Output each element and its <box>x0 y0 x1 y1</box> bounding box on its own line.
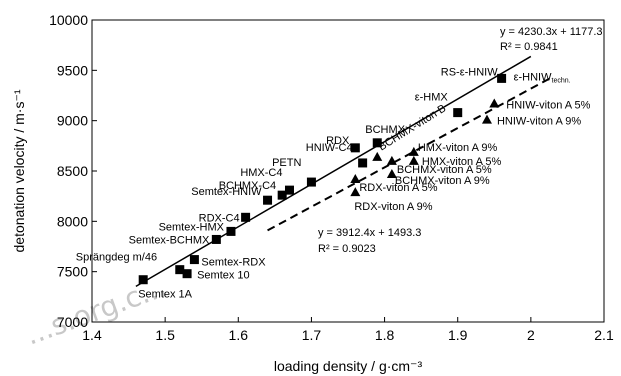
square-marker <box>350 143 360 153</box>
r2-solid: R² = 0.9841 <box>500 41 558 53</box>
y-tick-label: 7000 <box>57 314 88 330</box>
annotation-label: ε-HNIWtechn. <box>514 71 571 84</box>
triangle-marker <box>489 98 500 108</box>
point-label: HNIW-C4 <box>306 142 353 154</box>
r2-dashed: R² = 0.9023 <box>318 243 376 255</box>
y-tick-label: 8000 <box>57 213 88 229</box>
point-label: BCHMX-C4 <box>219 180 276 192</box>
point-label: BCHMX-viton A 9% <box>395 175 490 187</box>
square-marker <box>211 234 221 244</box>
point-label: Semtex-HNIW <box>191 186 262 198</box>
x-tick-label: 2.1 <box>594 327 614 343</box>
square-marker <box>284 185 294 195</box>
point-label: Semtex 10 <box>197 270 250 282</box>
y-tick-label: 10000 <box>49 12 88 28</box>
x-tick-label: 1.6 <box>229 327 249 343</box>
y-tick-label: 7500 <box>57 264 88 280</box>
point-label: Semtex 1A <box>138 289 192 301</box>
equation-solid: y = 4230.3x + 1177.3 <box>500 26 603 38</box>
triangle-marker <box>408 146 419 156</box>
x-tick-label: 1.7 <box>302 327 322 343</box>
triangle-marker <box>386 155 397 165</box>
axes: 1.4 1.5 1.6 1.7 1.8 1.9 2 2.1 7000 7500 8000 8500 90… <box>11 12 614 374</box>
data-points <box>138 73 507 285</box>
triangle-marker <box>350 174 361 184</box>
square-marker <box>189 255 199 265</box>
point-label: HMX-viton A 5% <box>422 156 502 168</box>
point-label: HNIW-viton A 9% <box>497 116 581 128</box>
square-marker <box>175 265 185 275</box>
square-marker <box>138 275 148 285</box>
square-marker <box>453 108 463 118</box>
annotation-subscript: techn. <box>552 77 571 84</box>
square-marker <box>306 177 316 187</box>
y-tick-label: 9000 <box>57 113 88 129</box>
point-labels: Semtex 1A Sprängdeg m/46 Semtex 10Semtex-R… <box>76 66 591 300</box>
point-label: Semtex-HMX <box>159 221 225 233</box>
square-marker <box>226 226 236 236</box>
x-tick-label: 2 <box>527 327 535 343</box>
point-label: ε-HMX <box>415 92 449 104</box>
x-axis-label: loading density / g·cm⁻³ <box>274 358 423 374</box>
point-label: Semtex-RDX <box>201 257 266 269</box>
fit-equations: y = 4230.3x + 1177.3 R² = 0.9841 y = 3912.… <box>318 26 603 255</box>
point-label: HMX-C4 <box>240 167 282 179</box>
square-marker <box>182 269 192 279</box>
point-label: PETN <box>272 157 301 169</box>
square-marker <box>372 138 382 148</box>
x-tick-label: 1.9 <box>448 327 468 343</box>
square-marker <box>497 73 507 83</box>
point-label: Semtex-BCHMX <box>129 234 210 246</box>
x-tick-label: 1.5 <box>155 327 175 343</box>
point-label: RDX-viton A 9% <box>354 201 432 213</box>
point-label: HMX-viton A 9% <box>418 142 498 154</box>
plot-frame <box>91 19 605 323</box>
square-marker <box>358 158 368 168</box>
x-tick-label: 1.8 <box>375 327 395 343</box>
y-axis-label: detonation velocity / m·s⁻¹ <box>11 89 27 252</box>
point-label: BCHMX <box>365 124 405 136</box>
square-marker <box>241 212 251 222</box>
square-marker <box>277 190 287 200</box>
triangle-marker <box>350 187 361 197</box>
triangle-marker <box>386 169 397 179</box>
y-tick-label: 9500 <box>57 62 88 78</box>
x-tick-label: 1.4 <box>82 327 102 343</box>
equation-dashed: y = 3912.4x + 1493.3 <box>318 227 421 239</box>
triangle-marker <box>408 155 419 165</box>
point-label: RDX-C4 <box>199 212 240 224</box>
point-label: BCHMX-viton A 5% <box>397 164 492 176</box>
triangle-marker <box>372 151 383 161</box>
y-tick-label: 8500 <box>57 163 88 179</box>
square-marker <box>263 195 273 205</box>
point-label: Sprängdeg m/46 <box>76 252 157 264</box>
point-label: HNIW-viton A 5% <box>506 100 590 112</box>
point-label: RDX <box>326 135 350 147</box>
fit-line-solid <box>135 55 532 288</box>
triangle-marker <box>481 114 492 124</box>
point-label: RS-ε-HNIW <box>441 66 498 78</box>
point-label: RDX-viton A 5% <box>359 182 437 194</box>
